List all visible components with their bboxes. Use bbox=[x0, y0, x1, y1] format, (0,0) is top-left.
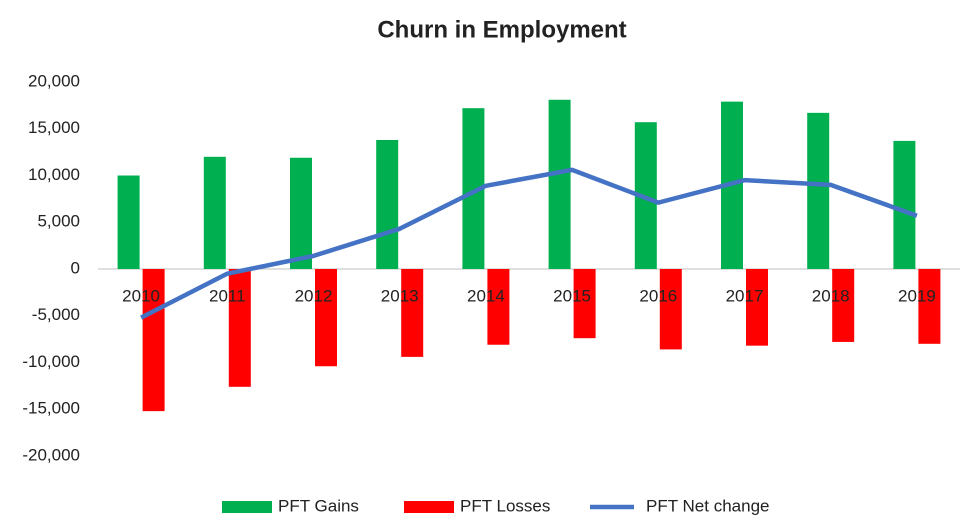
legend-swatch bbox=[404, 501, 454, 513]
x-tick-label: 2016 bbox=[639, 286, 677, 305]
y-tick-label: 0 bbox=[71, 258, 80, 277]
y-tick-label: 15,000 bbox=[28, 118, 80, 137]
bar bbox=[832, 269, 855, 342]
legend-label: PFT Net change bbox=[646, 496, 769, 515]
x-tick-label: 2012 bbox=[295, 286, 333, 305]
bar bbox=[659, 269, 682, 350]
x-tick-label: 2014 bbox=[467, 286, 505, 305]
y-tick-label: -10,000 bbox=[22, 352, 80, 371]
bar bbox=[462, 108, 485, 270]
x-tick-label: 2010 bbox=[122, 286, 160, 305]
bar bbox=[487, 269, 510, 345]
x-tick-label: 2015 bbox=[553, 286, 591, 305]
y-tick-label: 20,000 bbox=[28, 71, 80, 90]
bar bbox=[315, 269, 337, 367]
x-tick-label: 2011 bbox=[209, 286, 246, 305]
y-tick-label: -20,000 bbox=[22, 445, 80, 464]
line bbox=[140, 167, 918, 320]
bar bbox=[746, 269, 768, 346]
bar bbox=[228, 269, 251, 387]
y-tick-label: 5,000 bbox=[37, 212, 80, 231]
bar bbox=[893, 140, 916, 269]
bar bbox=[142, 269, 165, 412]
y-tick-label: 10,000 bbox=[28, 165, 80, 184]
legend-label: PFT Losses bbox=[460, 496, 550, 515]
x-tick-label: 2013 bbox=[381, 286, 419, 305]
bar bbox=[117, 175, 140, 269]
bar bbox=[203, 156, 226, 269]
bar bbox=[376, 139, 399, 269]
bar bbox=[573, 269, 596, 339]
bar bbox=[290, 157, 312, 269]
bar bbox=[918, 269, 941, 344]
bar bbox=[807, 112, 830, 269]
x-tick-label: 2019 bbox=[898, 286, 936, 305]
y-tick-label: -15,000 bbox=[22, 399, 80, 418]
bar bbox=[401, 269, 424, 357]
bar bbox=[548, 99, 571, 269]
x-tick-label: 2017 bbox=[726, 286, 764, 305]
legend-swatch bbox=[222, 501, 272, 513]
legend-label: PFT Gains bbox=[278, 496, 359, 515]
y-tick-label: -5,000 bbox=[32, 305, 80, 324]
x-tick-label: 2018 bbox=[812, 286, 850, 305]
chart-title: Churn in Employment bbox=[377, 16, 626, 43]
